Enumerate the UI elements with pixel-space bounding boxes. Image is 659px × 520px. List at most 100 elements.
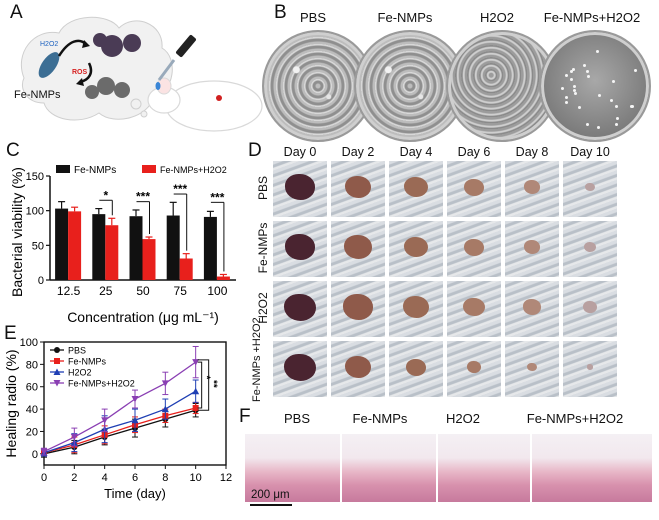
wound-area [284, 293, 316, 321]
data-point [70, 434, 78, 441]
panel-letter-b: B [274, 2, 287, 23]
bacterial-colony [585, 122, 589, 126]
wound-area [285, 174, 315, 200]
scale-bar-label: 200 μm [251, 489, 290, 501]
data-point [161, 405, 169, 413]
x-tick-label: 4 [102, 472, 108, 484]
bar [105, 225, 119, 280]
wound-photo [447, 161, 501, 217]
legend-label: PBS [68, 346, 86, 356]
bacterial-colony [574, 92, 577, 96]
panel-letter-d: D [248, 140, 262, 161]
histology-image-pbs [245, 434, 340, 502]
x-tick-label: 12.5 [57, 284, 81, 298]
bubble-icon [140, 110, 148, 118]
y-tick-label: 0 [32, 449, 38, 461]
x-tick-label: 6 [132, 472, 138, 484]
y-tick-label: 60 [26, 382, 38, 394]
wound-area [345, 176, 371, 199]
bar [55, 208, 69, 280]
bacterial-colony [565, 100, 569, 104]
x-axis-label: Concentration (μg mL⁻¹) [67, 309, 219, 325]
histo-label-fe-nmps: Fe-NMPs [352, 411, 408, 426]
x-tick-label: 100 [207, 284, 227, 298]
histology-image-fe-nmps [342, 434, 436, 502]
dish-label-fe-nmps-h2o2: Fe-NMPs+H2O2 [543, 10, 641, 25]
wound-area [467, 361, 481, 373]
y-tick-label: 150 [26, 171, 44, 183]
day-label: Day 6 [457, 145, 491, 159]
bar [216, 276, 230, 280]
x-tick-label: 25 [99, 284, 113, 298]
wound-photo [331, 161, 385, 217]
significance-label: * [103, 188, 108, 202]
wound-photo [505, 161, 559, 217]
y-tick-label: 0 [38, 275, 44, 287]
wound-area [404, 176, 428, 198]
data-point [101, 417, 109, 424]
mouse-icon [165, 80, 263, 132]
h2o2-label: H2O2 [40, 41, 58, 48]
wound-area [464, 238, 484, 256]
histo-label-pbs: PBS [283, 411, 310, 426]
bacterial-colony [598, 93, 602, 97]
data-point [131, 396, 139, 403]
dish-label-h2o2: H2O2 [480, 10, 514, 25]
bar [179, 258, 193, 280]
bacterial-colony [615, 105, 619, 109]
wound-photo [273, 161, 327, 217]
significance-label: *** [210, 190, 224, 204]
wound-photo [505, 341, 559, 397]
wound-photo [389, 161, 443, 217]
histology-image-fe-nmps-h2o2 [532, 434, 652, 502]
wound-photo [331, 281, 385, 337]
line-chart-panel-e: 0 20 40 60 80 100 0 2 4 6 8 10 12 PBS Fe-NMPs H2O2 Fe-NM… [0, 330, 236, 520]
fe-nmps-label: Fe-NMPs [14, 89, 61, 101]
x-tick-label: 8 [162, 472, 168, 484]
wound-area [583, 301, 597, 313]
wound-photo [447, 281, 501, 337]
wound-area [463, 297, 485, 317]
data-point [53, 380, 61, 387]
y-tick-label: 40 [26, 404, 38, 416]
wound-photo [447, 221, 501, 277]
histology-image-h2o2 [438, 434, 530, 502]
bar [92, 214, 106, 280]
wound-photo [273, 221, 327, 277]
wound-area [403, 296, 429, 319]
wound-photo [273, 281, 327, 337]
data-point [40, 448, 48, 456]
wound-photo [331, 221, 385, 277]
bacterial-colony [610, 99, 614, 103]
wound-photo [505, 281, 559, 337]
day-label: Day 10 [570, 145, 610, 159]
data-point [192, 387, 200, 395]
wound-photo [447, 341, 501, 397]
bacterial-colony [616, 116, 620, 120]
nanoparticle-icon [38, 52, 60, 78]
bubble-icon [130, 98, 142, 110]
bacterial-colony [595, 49, 599, 53]
y-tick-label: 100 [20, 337, 38, 349]
y-axis-label: Bacterial viability (%) [9, 167, 25, 297]
panel-letter-e: E [4, 323, 17, 344]
day-label: Day 0 [283, 145, 317, 159]
bacterial-colony [564, 95, 568, 99]
x-tick-label: 50 [136, 284, 150, 298]
wound-photo [563, 281, 617, 337]
scale-bar [250, 504, 292, 506]
dish-label-fe-nmps: Fe-NMPs [377, 10, 433, 25]
wound-photo [389, 281, 443, 337]
bacterial-colony [631, 105, 635, 109]
bacterial-colony [634, 68, 638, 72]
wound-photo [273, 341, 327, 397]
wound-area [587, 364, 593, 370]
x-tick-label: 2 [71, 472, 77, 484]
significance-label: *** [136, 190, 150, 204]
series-line [43, 407, 196, 454]
significance-bracket [197, 359, 210, 411]
wound-area [524, 180, 540, 194]
wound-area [344, 235, 372, 260]
bar-chart-panel-c: 0 50 100 150 12.5 25 50 75 100 * *** *** *** Fe-NMPs F… [0, 150, 246, 330]
bar [166, 215, 180, 280]
